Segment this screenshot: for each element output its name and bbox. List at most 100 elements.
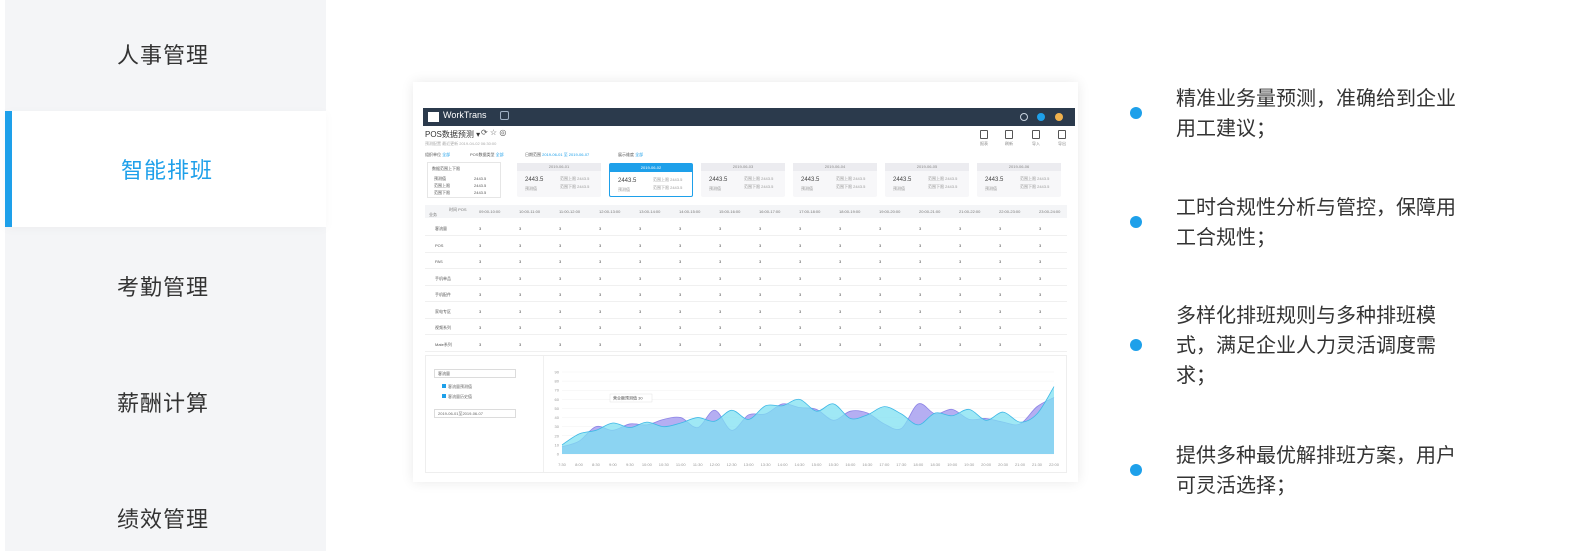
table-cell[interactable]: 3 [479, 325, 482, 330]
refresh-icon[interactable] [1005, 130, 1013, 139]
table-cell[interactable]: 3 [759, 341, 762, 347]
table-cell[interactable]: 3 [559, 341, 562, 347]
table-cell[interactable]: 3 [999, 259, 1002, 264]
table-cell[interactable]: 3 [679, 259, 682, 264]
table-cell[interactable]: 3 [919, 242, 922, 248]
table-cell[interactable]: 3 [879, 275, 882, 281]
table-cell[interactable]: 3 [839, 275, 842, 281]
table-cell[interactable]: 3 [719, 341, 722, 347]
table-cell[interactable]: 3 [639, 242, 642, 248]
table-cell[interactable]: 3 [679, 341, 682, 347]
table-cell[interactable]: 3 [559, 325, 562, 330]
legend-item[interactable]: 客流量预测值 [434, 384, 472, 390]
table-cell[interactable]: 3 [959, 292, 962, 297]
table-cell[interactable]: 3 [1039, 292, 1042, 297]
table-cell[interactable]: 3 [719, 259, 722, 264]
table-cell[interactable]: 3 [519, 308, 522, 314]
table-cell[interactable]: 3 [759, 242, 762, 248]
table-cell[interactable]: 3 [799, 242, 802, 248]
table-cell[interactable]: 3 [959, 341, 962, 347]
table-cell[interactable]: 3 [679, 275, 682, 281]
export-icon[interactable] [1058, 130, 1066, 139]
table-cell[interactable]: 3 [479, 341, 482, 347]
table-cell[interactable]: 3 [879, 325, 882, 330]
table-cell[interactable]: 3 [479, 275, 482, 281]
table-cell[interactable]: 3 [519, 325, 522, 330]
avatar[interactable] [1055, 113, 1063, 121]
table-cell[interactable]: 3 [839, 242, 842, 248]
table-cell[interactable]: 3 [1039, 308, 1042, 314]
table-cell[interactable]: 3 [559, 242, 562, 248]
table-cell[interactable]: 3 [759, 226, 762, 231]
filter-date-range[interactable]: 日期范围 2019-06-01 至 2019-06-07 [525, 152, 589, 158]
table-cell[interactable]: 3 [839, 259, 842, 264]
table-cell[interactable]: 3 [999, 341, 1002, 347]
table-cell[interactable]: 3 [679, 292, 682, 297]
table-cell[interactable]: 3 [959, 308, 962, 314]
table-cell[interactable]: 3 [999, 325, 1002, 330]
chart-icon[interactable] [980, 130, 988, 139]
table-cell[interactable]: 3 [479, 308, 482, 314]
table-cell[interactable]: 3 [519, 275, 522, 281]
module-icon[interactable] [500, 111, 509, 120]
table-cell[interactable]: 3 [999, 308, 1002, 314]
table-cell[interactable]: 3 [719, 308, 722, 314]
nav-item-payroll[interactable]: 薪酬计算 [5, 344, 326, 460]
table-cell[interactable]: 3 [759, 308, 762, 314]
table-cell[interactable]: 3 [799, 292, 802, 297]
table-cell[interactable]: 3 [919, 275, 922, 281]
table-cell[interactable]: 3 [719, 275, 722, 281]
table-cell[interactable]: 3 [919, 292, 922, 297]
table-cell[interactable]: 3 [719, 226, 722, 231]
table-cell[interactable]: 3 [479, 242, 482, 248]
nav-item-attendance[interactable]: 考勤管理 [5, 228, 326, 344]
table-cell[interactable]: 3 [519, 259, 522, 264]
table-cell[interactable]: 3 [759, 292, 762, 297]
table-cell[interactable]: 3 [759, 259, 762, 264]
table-cell[interactable]: 3 [999, 292, 1002, 297]
table-cell[interactable]: 3 [479, 259, 482, 264]
day-card[interactable]: 2019-06-03 2443.5 预测值 范围上限 2443.5 范围下限 2443.… [701, 163, 785, 197]
table-cell[interactable]: 3 [839, 308, 842, 314]
notification-icon[interactable] [1037, 113, 1045, 121]
table-cell[interactable]: 3 [639, 275, 642, 281]
table-cell[interactable]: 3 [799, 308, 802, 314]
table-cell[interactable]: 3 [1039, 341, 1042, 347]
table-cell[interactable]: 3 [599, 308, 602, 314]
table-cell[interactable]: 3 [719, 292, 722, 297]
table-cell[interactable]: 3 [959, 259, 962, 264]
table-cell[interactable]: 3 [719, 325, 722, 330]
nav-item-performance[interactable]: 绩效管理 [5, 460, 326, 551]
table-cell[interactable]: 3 [879, 259, 882, 264]
table-cell[interactable]: 3 [679, 242, 682, 248]
table-cell[interactable]: 3 [559, 292, 562, 297]
filter-org[interactable]: 组织单位 全部 [425, 152, 450, 158]
table-cell[interactable]: 3 [879, 341, 882, 347]
table-cell[interactable]: 3 [879, 308, 882, 314]
filter-mode[interactable]: 展示维度 全部 [618, 152, 643, 158]
day-card[interactable]: 2019-06-01 2443.5 预测值 范围上限 2443.5 范围下限 2443.… [517, 163, 601, 197]
table-cell[interactable]: 3 [519, 292, 522, 297]
table-cell[interactable]: 3 [879, 242, 882, 248]
table-cell[interactable]: 3 [519, 341, 522, 347]
filter-pos-type[interactable]: POS数据类型 全部 [470, 152, 504, 158]
table-cell[interactable]: 3 [919, 341, 922, 347]
table-cell[interactable]: 3 [919, 308, 922, 314]
table-cell[interactable]: 3 [999, 275, 1002, 281]
table-cell[interactable]: 3 [799, 341, 802, 347]
table-cell[interactable]: 3 [919, 259, 922, 264]
table-cell[interactable]: 3 [599, 325, 602, 330]
table-cell[interactable]: 3 [639, 259, 642, 264]
table-cell[interactable]: 3 [1039, 325, 1042, 330]
table-cell[interactable]: 3 [639, 325, 642, 330]
table-cell[interactable]: 3 [519, 242, 522, 248]
table-cell[interactable]: 3 [679, 226, 682, 231]
day-card[interactable]: 2019-06-02 2443.5 预测值 范围上限 2443.5 范围下限 2443.… [609, 163, 693, 197]
table-cell[interactable]: 3 [959, 275, 962, 281]
table-cell[interactable]: 3 [879, 226, 882, 231]
table-cell[interactable]: 3 [519, 226, 522, 231]
legend-item[interactable]: 客流量历史值 [434, 394, 472, 400]
table-cell[interactable]: 3 [839, 325, 842, 330]
table-cell[interactable]: 3 [599, 242, 602, 248]
table-cell[interactable]: 3 [879, 292, 882, 297]
